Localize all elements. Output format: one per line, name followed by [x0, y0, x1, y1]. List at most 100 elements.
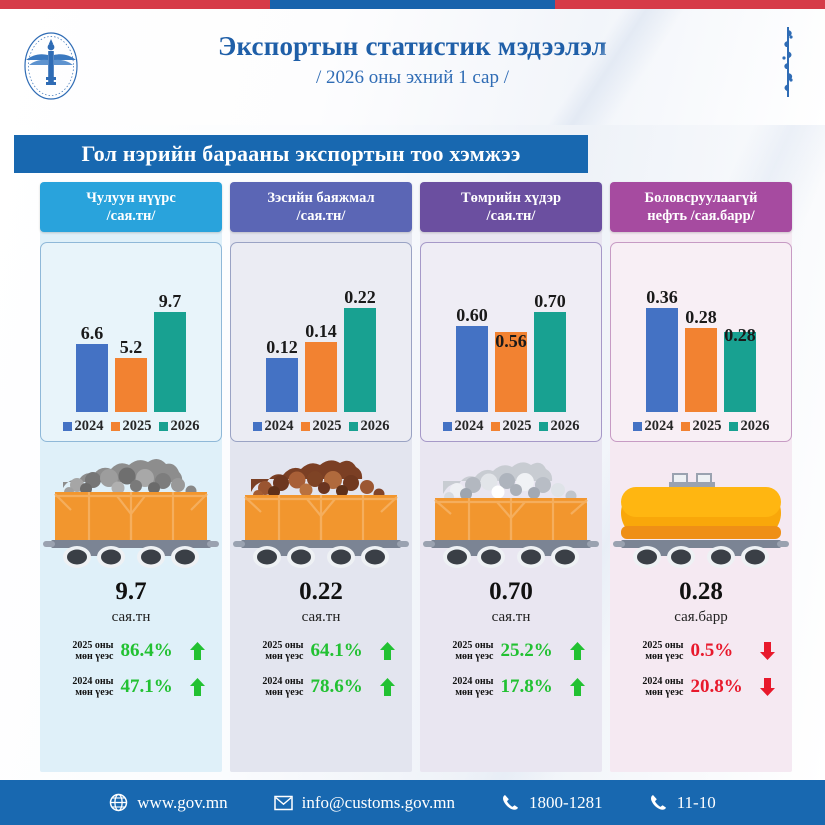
arrow-up-icon	[569, 678, 585, 696]
comparison-rows: 2025 оны мөн үеэс 64.1% 2024 оны мөн үеэ…	[230, 640, 412, 699]
page-footer: www.gov.mn info@customs.gov.mn 1800-1281…	[0, 780, 825, 825]
header-title-block: Экспортын статистик мэдээлэл / 2026 оны …	[0, 31, 825, 89]
comparison-label-line1: 2025 оны	[262, 639, 304, 651]
top-color-bar	[0, 0, 825, 9]
legend-swatch-icon	[632, 422, 642, 431]
comparison-percent: 17.8%	[500, 676, 553, 697]
bar-plot-iron-ore: 0.60 0.56 0.70	[431, 260, 591, 412]
legend-label: 2025	[502, 418, 532, 434]
customs-emblem-icon	[20, 27, 82, 105]
bar-slot-2026: 0.22	[344, 260, 376, 412]
wagon-illustration-coal	[40, 448, 222, 570]
oil-tanker-wagon-icon	[613, 473, 789, 568]
comparison-label: 2025 оны мөн үеэс	[58, 639, 114, 663]
commodity-column-coal: Чулуун нүүрс /сая.тн/ 6.6 5.2	[40, 182, 222, 772]
bar-slot-2024: 0.36	[646, 260, 678, 412]
top-bar-red-right	[555, 0, 825, 9]
bar-slot-2025: 5.2	[115, 260, 147, 412]
bar-plot-crude-oil: 0.36 0.28 0.28	[621, 260, 781, 412]
bar-value-label: 9.7	[158, 291, 182, 311]
arrow-up-icon	[189, 642, 205, 660]
comparison-rows: 2025 оны мөн үеэс 0.5% 2024 оны мөн үеэс…	[610, 640, 792, 699]
commodity-column-copper: Зэсийн баяжмал /сая.тн/ 0.12 0.14	[230, 182, 412, 772]
bar-2026	[154, 312, 186, 412]
section-banner-label: Гол нэрийн барааны экспортын тоо хэмжээ	[81, 141, 521, 166]
legend-item-2026: 2026	[158, 418, 200, 435]
bar-slot-2026: 0.28	[724, 260, 756, 412]
chart-legend: 2024 2025 2026	[621, 412, 781, 435]
comparison-label: 2025 оны мөн үеэс	[248, 639, 304, 663]
comparison-label-line2: мөн үеэс	[645, 687, 684, 698]
column-header-copper: Зэсийн баяжмал /сая.тн/	[230, 182, 412, 232]
bar-slot-2024: 6.6	[76, 260, 108, 412]
legend-swatch-icon	[728, 422, 738, 431]
envelope-icon	[273, 795, 293, 810]
chart-legend: 2024 2025 2026	[51, 412, 211, 435]
legend-swatch-icon	[538, 422, 548, 431]
legend-item-2024: 2024	[62, 418, 104, 435]
legend-label: 2026	[170, 418, 200, 434]
footer-phone-short[interactable]: 11-10	[649, 793, 716, 813]
bar-value-label: 0.70	[534, 291, 566, 311]
legend-label: 2026	[740, 418, 770, 434]
legend-item-2025: 2025	[680, 418, 722, 435]
bar-plot-coal: 6.6 5.2 9.7	[51, 260, 211, 412]
page-header: Экспортын статистик мэдээлэл / 2026 оны …	[0, 9, 825, 125]
legend-item-2026: 2026	[728, 418, 770, 435]
bar-2026	[534, 312, 566, 412]
legend-label: 2026	[550, 418, 580, 434]
footer-phone-short-label: 11-10	[676, 792, 716, 812]
comparison-label-line1: 2025 оны	[642, 639, 684, 651]
comparison-percent: 20.8%	[690, 676, 743, 697]
total-unit: сая.барр	[674, 608, 728, 625]
comparison-percent: 86.4%	[120, 640, 173, 661]
section-banner: Гол нэрийн барааны экспортын тоо хэмжээ	[14, 135, 588, 173]
globe-icon	[110, 793, 128, 812]
arrow-up-icon	[379, 642, 395, 660]
comparison-rows: 2025 оны мөн үеэс 86.4% 2024 оны мөн үеэ…	[40, 640, 222, 699]
wagon-illustration-copper	[230, 448, 412, 570]
bar-2024	[646, 308, 678, 412]
chart-legend: 2024 2025 2026	[241, 412, 401, 435]
wagon-illustration-iron-ore	[420, 448, 602, 570]
legend-label: 2025	[312, 418, 342, 434]
comparison-label-line1: 2025 оны	[72, 639, 114, 651]
footer-email[interactable]: info@customs.gov.mn	[273, 793, 455, 813]
bar-2024	[456, 326, 488, 412]
column-header-line2: /сая.тн/	[296, 208, 346, 224]
comparison-label: 2024 оны мөн үеэс	[248, 676, 303, 699]
comparison-row: 2025 оны мөн үеэс 64.1%	[230, 640, 412, 663]
legend-swatch-icon	[680, 422, 690, 431]
coal-wagon-icon	[43, 458, 219, 568]
column-header-line1: Боловсруулаагүй	[644, 189, 758, 206]
comparison-percent: 64.1%	[310, 640, 363, 661]
footer-phone-hotline[interactable]: 1800-1281	[501, 793, 603, 813]
bar-slot-2025: 0.56	[495, 260, 527, 412]
legend-label: 2026	[360, 418, 390, 434]
comparison-label: 2025 оны мөн үеэс	[628, 639, 684, 663]
legend-swatch-icon	[62, 422, 72, 431]
phone-icon	[503, 795, 519, 810]
bar-2025	[685, 328, 717, 412]
footer-website[interactable]: www.gov.mn	[109, 793, 228, 813]
comparison-label: 2025 оны мөн үеэс	[438, 640, 494, 663]
bar-slot-2026: 9.7	[154, 260, 186, 412]
bar-value-label: 0.56	[495, 331, 527, 351]
bar-value-label: 5.2	[119, 337, 143, 357]
legend-swatch-icon	[110, 422, 120, 431]
legend-swatch-icon	[158, 422, 168, 431]
comparison-label-line2: мөн үеэс	[455, 651, 494, 662]
bar-2026	[344, 308, 376, 412]
commodity-columns: Чулуун нүүрс /сая.тн/ 6.6 5.2	[40, 182, 795, 772]
arrow-up-icon	[569, 642, 585, 660]
column-header-line2: нефть /сая.барр/	[647, 208, 755, 224]
column-header-line2: /сая.тн/	[486, 208, 536, 224]
legend-label: 2024	[264, 418, 294, 434]
legend-item-2025: 2025	[300, 418, 342, 435]
comparison-row: 2024 оны мөн үеэс 78.6%	[230, 676, 412, 699]
chart-card-copper: 0.12 0.14 0.22 2024	[230, 242, 412, 442]
legend-swatch-icon	[348, 422, 358, 431]
arrow-up-icon	[189, 678, 205, 696]
top-bar-red-left	[0, 0, 270, 9]
column-header-iron-ore: Төмрийн хүдэр /сая.тн/	[420, 182, 602, 232]
